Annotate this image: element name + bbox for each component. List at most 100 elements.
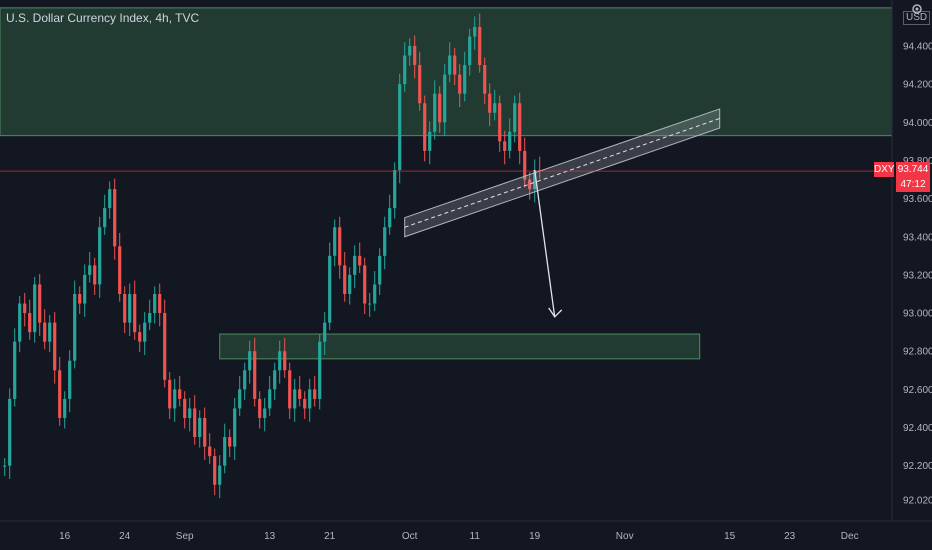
candle-body	[533, 169, 537, 190]
y-tick-label: 93.800	[903, 156, 932, 167]
chart-title: U.S. Dollar Currency Index, 4h, TVC	[6, 11, 200, 25]
y-tick-label: 92.600	[903, 385, 932, 396]
candle-body	[518, 103, 522, 151]
candle-body	[408, 46, 412, 56]
gear-icon[interactable]	[910, 2, 924, 16]
candle-body	[473, 26, 477, 37]
y-tick-label: 92.400	[903, 423, 932, 434]
candle-body	[428, 131, 432, 151]
candle-body	[483, 65, 487, 94]
candle-body	[273, 370, 277, 390]
x-tick-label: Sep	[176, 531, 194, 542]
candle-body	[448, 55, 452, 75]
candle-body	[168, 379, 172, 409]
x-tick-label: Oct	[402, 531, 418, 542]
time-axis[interactable]	[0, 521, 932, 550]
candle-body	[18, 303, 22, 342]
y-tick-label: 93.000	[903, 309, 932, 320]
candle-body	[88, 265, 92, 275]
candle-body	[23, 303, 27, 314]
candle-body	[348, 274, 352, 294]
candle-body	[258, 398, 262, 418]
candle-body	[53, 322, 57, 371]
y-tick-label: 92.200	[903, 461, 932, 472]
candle-body	[73, 293, 77, 361]
candle-body	[263, 408, 267, 418]
candle-body	[523, 150, 527, 180]
candle-body	[218, 465, 222, 485]
projection-arrow-head	[548, 307, 563, 318]
candle-body	[463, 65, 467, 94]
candle-body	[323, 322, 327, 342]
candle-body	[123, 293, 127, 323]
candle-body	[293, 389, 297, 409]
candle-body	[413, 46, 417, 66]
candle-body	[163, 313, 167, 380]
candle-body	[113, 189, 117, 247]
candle-body	[508, 131, 512, 151]
candle-body	[433, 93, 437, 132]
x-tick-label: 19	[529, 531, 541, 542]
x-tick-label: Nov	[616, 531, 634, 542]
lower-zone[interactable]	[219, 333, 701, 360]
y-tick-label: 94.000	[903, 118, 932, 129]
candle-body	[378, 255, 382, 285]
y-tick-label: 93.600	[903, 194, 932, 205]
candle-body	[48, 322, 52, 342]
last-price-badge: DXY 93.744 47:12	[874, 162, 930, 192]
candle-body	[298, 389, 302, 399]
candle-body	[78, 293, 82, 304]
projection-arrow[interactable]	[534, 169, 556, 317]
candle-body	[153, 293, 157, 314]
x-tick-label: 16	[59, 531, 71, 542]
candle-body	[83, 274, 87, 304]
candle-body	[203, 417, 207, 447]
candle-body	[8, 398, 12, 466]
candle-body	[43, 322, 47, 342]
x-tick-label: 23	[784, 531, 796, 542]
candle-body	[333, 227, 337, 256]
candle-body	[503, 141, 507, 151]
candle-body	[243, 370, 247, 390]
candle-body	[118, 246, 122, 294]
candle-body	[128, 293, 132, 323]
candle-body	[93, 265, 97, 285]
candle-body	[148, 313, 152, 323]
candle-body	[38, 284, 42, 323]
candle-body	[438, 93, 442, 123]
x-tick-label: 24	[119, 531, 131, 542]
candle-body	[63, 398, 67, 418]
candle-body	[368, 303, 372, 305]
candle-body	[223, 437, 227, 466]
candle-body	[68, 360, 72, 399]
candle-body	[303, 398, 307, 409]
candle-body	[338, 227, 342, 266]
candle-body	[358, 255, 362, 266]
price-badge: 93.744 47:12	[896, 162, 930, 192]
candle-body	[133, 293, 137, 333]
x-tick-label: 15	[724, 531, 736, 542]
candle-body	[328, 255, 332, 323]
candle-body	[238, 389, 242, 409]
candle-body	[318, 341, 322, 399]
candle-body	[383, 227, 387, 256]
candle-body	[3, 465, 7, 467]
candle-body	[213, 456, 217, 485]
candle-body	[58, 370, 62, 418]
candle-body	[198, 417, 202, 438]
candle-body	[178, 389, 182, 399]
candle-body	[423, 103, 427, 151]
parallel-channel[interactable]	[404, 108, 721, 238]
candle-body	[278, 351, 282, 371]
y-tick-label: 93.200	[903, 270, 932, 281]
candle-body	[313, 389, 317, 399]
price-axis[interactable]	[892, 0, 932, 521]
candle-body	[248, 351, 252, 371]
candle-body	[418, 65, 422, 104]
candle-body	[498, 103, 502, 142]
candle-body	[173, 389, 177, 409]
currency-unit-label[interactable]: USD	[903, 11, 931, 25]
y-tick-label: 94.400	[903, 42, 932, 53]
candle-body	[478, 26, 482, 66]
